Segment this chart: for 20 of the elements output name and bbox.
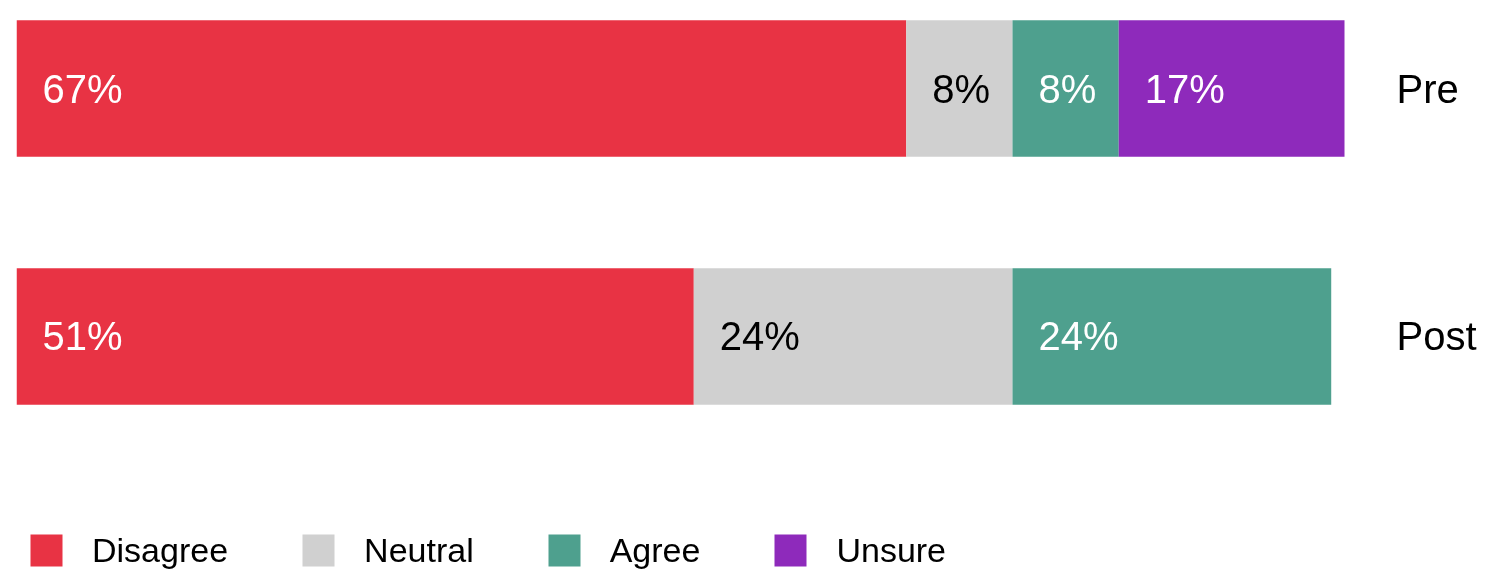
data-label: 24%: [719, 314, 800, 359]
y-tick-label: Post: [1396, 314, 1477, 359]
data-label: 8%: [1038, 66, 1097, 111]
data-label: 8%: [932, 66, 991, 111]
bar: [16, 20, 907, 157]
legend-label: Neutral: [364, 530, 474, 570]
data-label: 67%: [42, 66, 123, 111]
bar: [1012, 268, 1332, 405]
bar: [693, 268, 1013, 405]
legend-label: Unsure: [836, 530, 947, 570]
bar: [16, 268, 694, 405]
bar: [1012, 20, 1119, 157]
data-label: 24%: [1038, 314, 1119, 359]
y-tick-label: Pre: [1396, 66, 1459, 111]
bar: [906, 20, 1013, 157]
bar: [1118, 20, 1345, 157]
legend-label: Disagree: [92, 530, 229, 570]
data-label: 51%: [42, 314, 123, 359]
legend-label: Agree: [609, 530, 701, 570]
data-label: 17%: [1144, 66, 1225, 111]
